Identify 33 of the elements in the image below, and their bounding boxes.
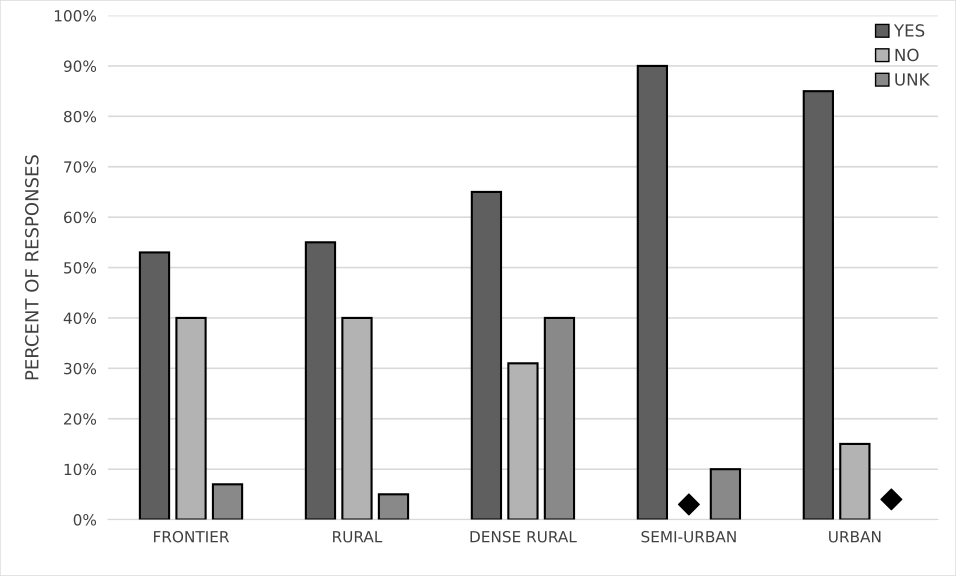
y-axis-title: PERCENT OF RESPONSES: [24, 155, 39, 380]
y-tick-label: 0%: [74, 514, 96, 526]
legend-label: NO: [896, 48, 919, 62]
y-tick-label: 30%: [64, 362, 96, 374]
bar: [470, 190, 502, 520]
x-tick-label: FRONTIER: [154, 530, 230, 542]
bar: [304, 241, 336, 520]
y-tick-label: 50%: [64, 262, 96, 274]
bar: [507, 362, 539, 520]
x-tick-label: SEMI-URBAN: [642, 530, 736, 542]
y-tick-label: 70%: [64, 161, 96, 173]
bar: [839, 442, 871, 520]
bar: [341, 316, 373, 520]
y-tick-label: 20%: [64, 413, 96, 425]
bar: [175, 316, 207, 520]
y-tick-label: 80%: [64, 110, 96, 122]
bar: [212, 483, 244, 520]
y-tick-label: 40%: [64, 312, 96, 324]
x-tick-label: RURAL: [333, 531, 382, 542]
y-tick-label: 100%: [54, 10, 96, 22]
bar: [544, 316, 576, 520]
legend-label: UNK: [895, 73, 930, 86]
x-tick-label: DENSE RURAL: [470, 530, 577, 542]
y-tick-label: 10%: [64, 464, 96, 476]
bar: [138, 251, 170, 520]
bar: [378, 493, 410, 520]
x-tick-label: URBAN: [829, 531, 880, 542]
bar: [710, 468, 742, 520]
bar: [802, 90, 834, 520]
legend-label: YES: [894, 24, 924, 37]
y-tick-label: 90%: [64, 60, 96, 72]
y-tick-label: 60%: [64, 212, 96, 224]
bar: [636, 64, 668, 520]
